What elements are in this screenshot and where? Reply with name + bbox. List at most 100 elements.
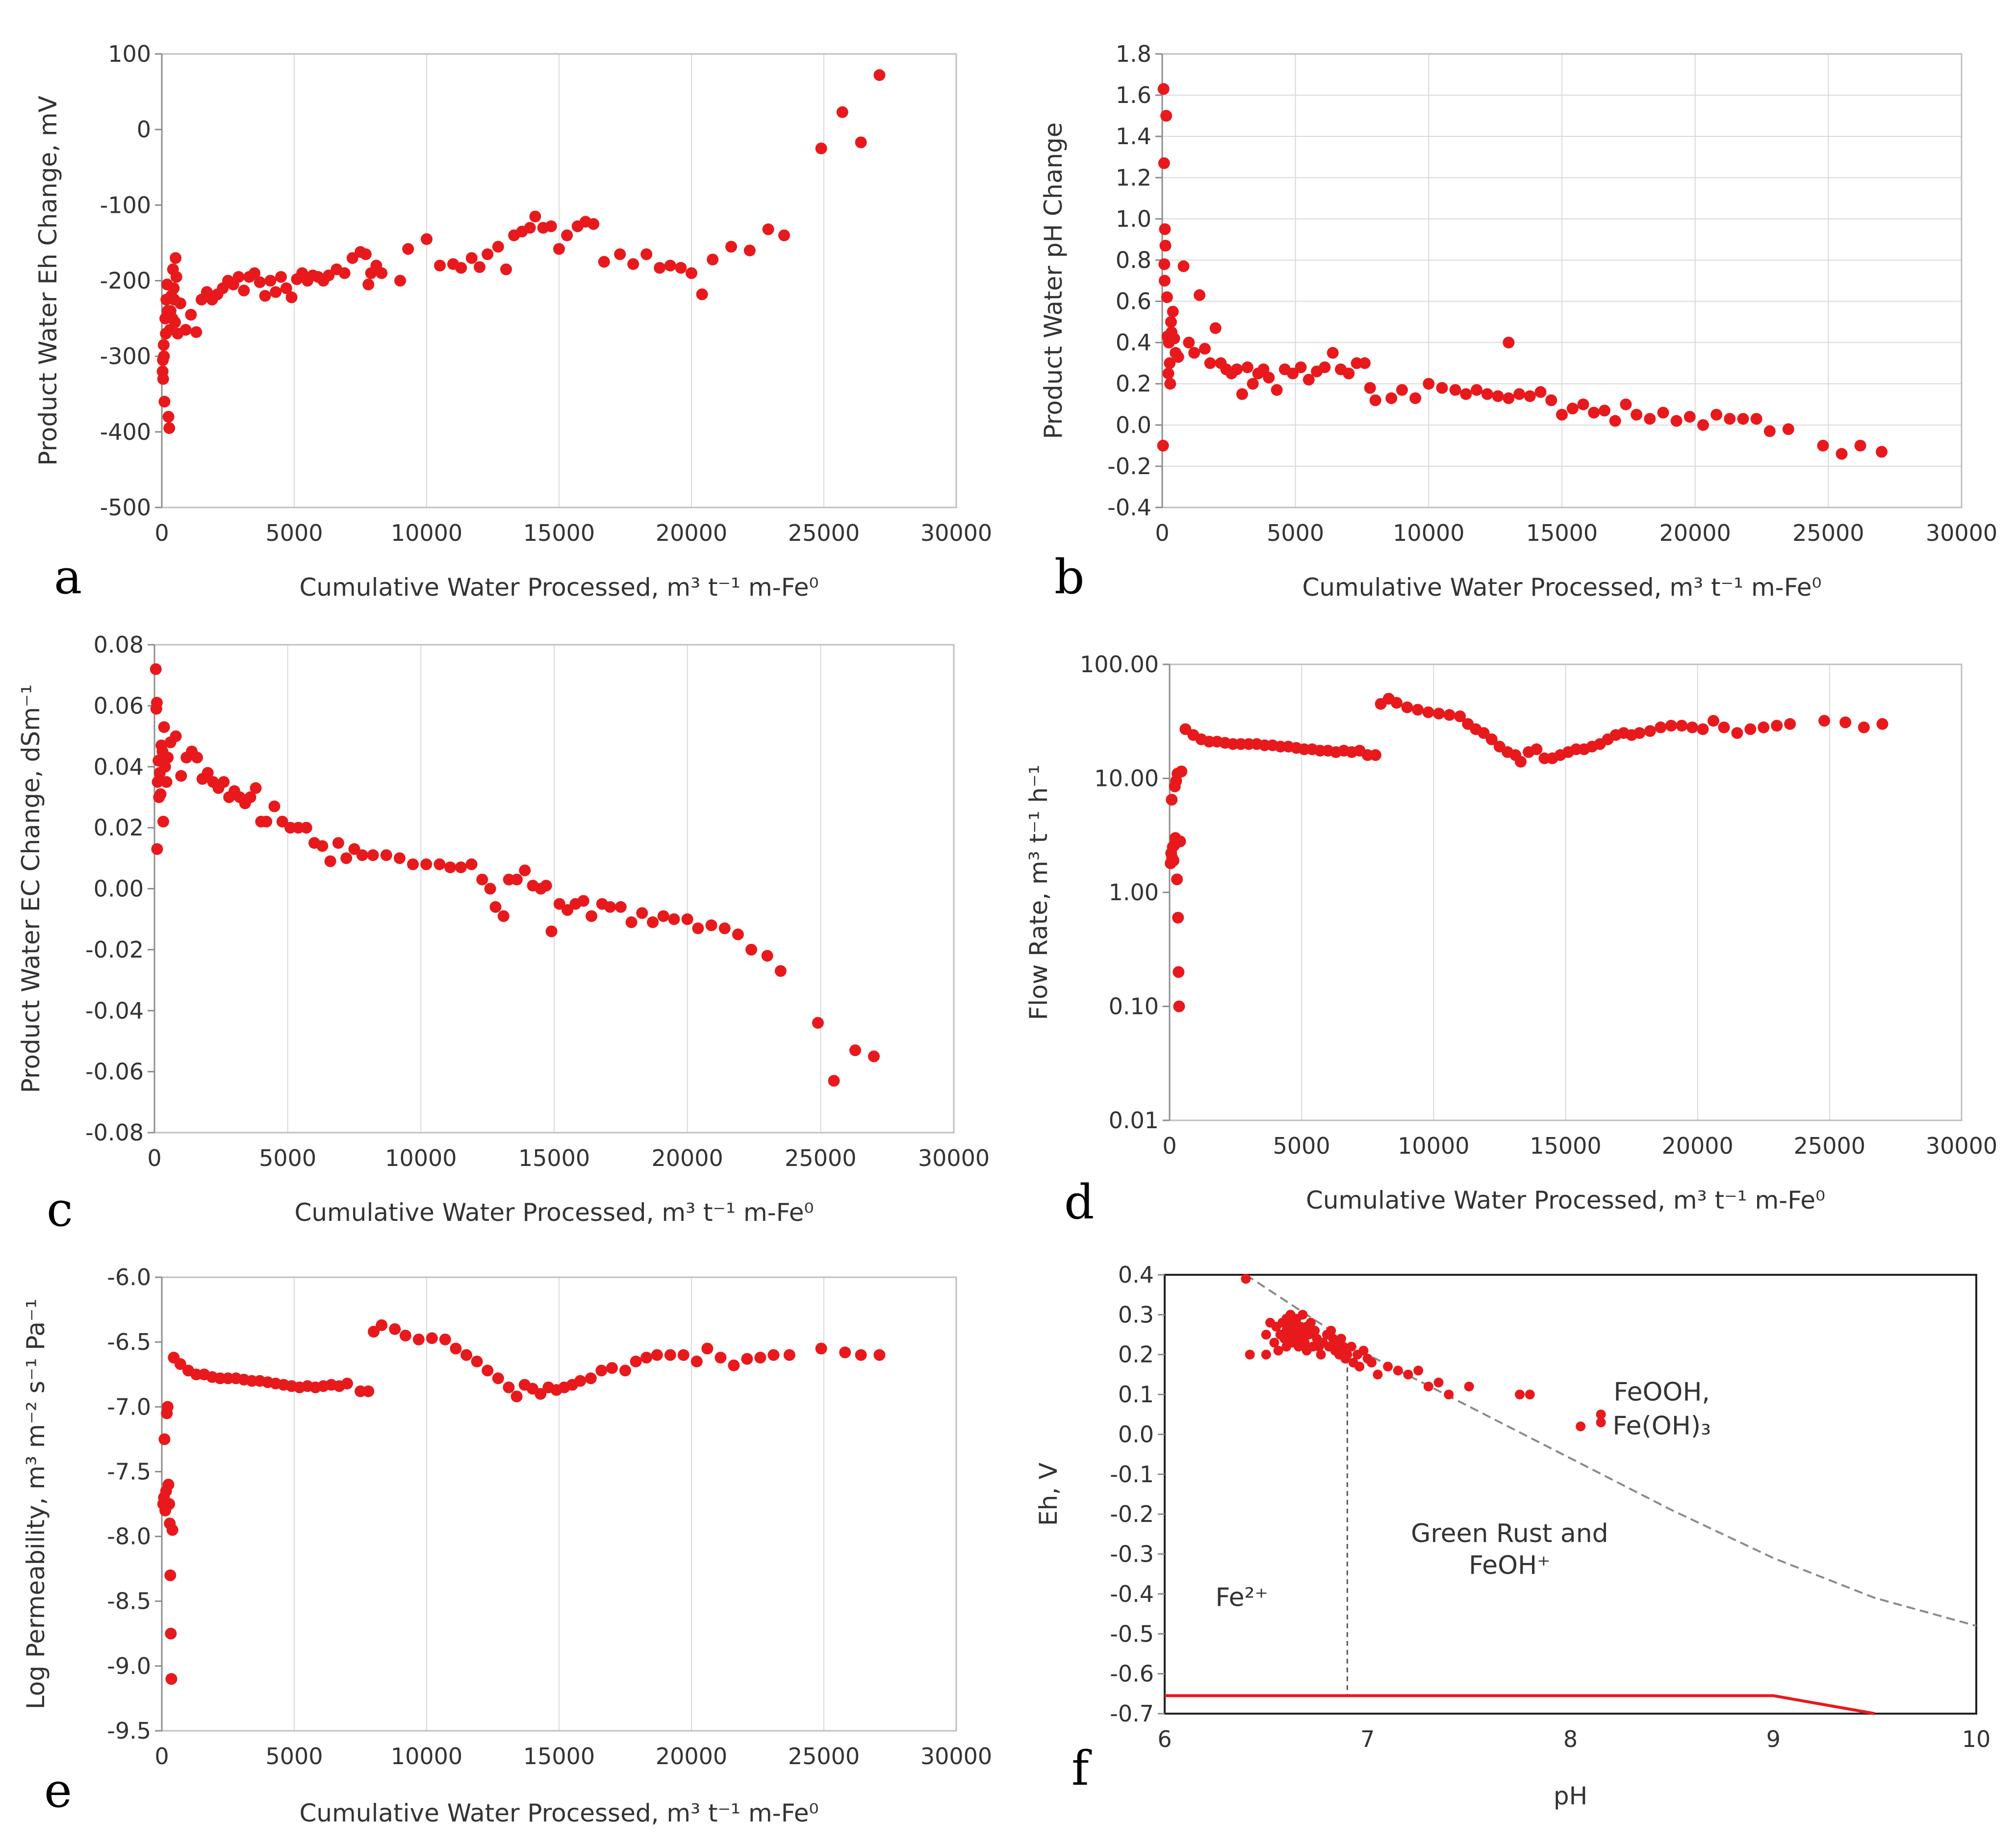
y-tick-label: 100 (108, 41, 151, 67)
data-point (732, 928, 744, 940)
data-point (1758, 721, 1770, 734)
data-point (170, 271, 182, 283)
data-point (376, 267, 388, 279)
x-tick-label: 30000 (920, 520, 992, 546)
data-point (250, 782, 262, 794)
data-point (174, 297, 186, 309)
x-tick-label: 25000 (785, 1145, 856, 1171)
data-point (1173, 1000, 1185, 1012)
data-point (300, 822, 312, 834)
data-point (1545, 394, 1557, 406)
data-point (1876, 446, 1888, 458)
data-point (482, 248, 494, 260)
data-point (839, 1346, 851, 1359)
data-point (654, 262, 666, 274)
data-point (619, 1365, 631, 1377)
x-tick-label: 20000 (656, 1743, 727, 1770)
x-tick-label: 5000 (1273, 1133, 1330, 1159)
x-tick-label: 7 (1360, 1726, 1375, 1752)
x-tick-label: 30000 (1926, 520, 1997, 546)
data-point (389, 1323, 401, 1335)
data-point (1273, 1345, 1283, 1356)
data-point (1596, 1417, 1606, 1428)
data-point (1168, 855, 1180, 867)
data-point (1158, 157, 1170, 169)
data-point (399, 1329, 411, 1341)
y-tick-label: 0.04 (94, 754, 144, 780)
data-point (1423, 378, 1435, 390)
data-point (553, 898, 565, 910)
panel-letter: d (1064, 1175, 1094, 1230)
data-point (1177, 260, 1190, 273)
data-point (1670, 415, 1683, 427)
data-point (718, 922, 731, 935)
data-point (1194, 289, 1206, 301)
y-tick-label: 0 (137, 116, 151, 143)
data-point (1409, 392, 1422, 405)
x-tick-label: 8 (1563, 1726, 1578, 1752)
data-point (762, 223, 774, 235)
data-point (359, 248, 372, 260)
data-point (606, 1362, 618, 1374)
data-point (741, 1353, 753, 1365)
y-tick-label: -500 (100, 494, 151, 521)
y-axis-title: Product Water Eh Change, mV (34, 96, 62, 466)
data-point (1596, 1409, 1606, 1419)
data-point (1164, 357, 1176, 369)
data-point (1383, 1362, 1393, 1372)
data-point (420, 858, 433, 870)
x-tick-label: 20000 (656, 520, 727, 546)
x-tick-label: 0 (1162, 1133, 1176, 1159)
data-point (426, 1332, 438, 1344)
data-point (690, 1355, 703, 1367)
y-tick-label: -0.4 (1107, 494, 1151, 521)
data-point (332, 837, 344, 849)
stability-boundary-dashed (1245, 1274, 1977, 1627)
data-point (1413, 1366, 1424, 1376)
panel-d: 100.00 10.00 1.00 0.10 0.010 5000 10000 15000 20… (1024, 651, 1997, 1230)
y-tick-label: 0.00 (94, 876, 144, 902)
data-point (1566, 403, 1579, 415)
data-point (640, 1351, 653, 1364)
x-tick-label: 25000 (1792, 520, 1864, 546)
data-point (873, 1349, 886, 1361)
data-point (540, 880, 552, 892)
data-point (586, 910, 598, 922)
data-point (157, 815, 169, 828)
y-tick-label: 0.4 (1116, 329, 1151, 356)
data-point (170, 730, 182, 742)
data-point (774, 965, 787, 977)
data-point (783, 1349, 795, 1361)
data-point (450, 1342, 462, 1355)
data-point (162, 411, 175, 423)
data-point (1160, 110, 1173, 122)
data-point (1336, 1334, 1346, 1344)
data-point (1354, 1362, 1365, 1372)
data-point (482, 1365, 494, 1377)
data-point (1460, 388, 1472, 400)
x-tick-label: 30000 (1926, 1133, 1997, 1159)
data-point (152, 776, 164, 788)
y-tick-label: 1.4 (1116, 123, 1151, 150)
data-point (705, 919, 717, 932)
y-tick-label: 1.8 (1116, 41, 1151, 67)
x-tick-label: 20000 (1661, 1133, 1733, 1159)
data-point (1422, 706, 1434, 718)
data-point (1609, 415, 1621, 427)
data-point (1358, 1345, 1369, 1356)
data-point (1836, 448, 1848, 460)
y-tick-label: 0.8 (1116, 247, 1151, 273)
y-axis-title: Flow Rate, m³ t⁻¹ h⁻¹ (1024, 764, 1053, 1020)
data-point (158, 1433, 171, 1445)
data-point (1525, 1390, 1535, 1400)
x-tick-label: 9 (1766, 1726, 1781, 1752)
data-point (264, 275, 277, 287)
data-point (407, 858, 419, 870)
data-point (1343, 367, 1355, 380)
data-point (1263, 372, 1275, 384)
data-point (162, 1478, 175, 1491)
data-point (692, 922, 704, 935)
data-point (630, 1355, 642, 1367)
data-point (1245, 1349, 1255, 1360)
data-point (553, 243, 565, 255)
